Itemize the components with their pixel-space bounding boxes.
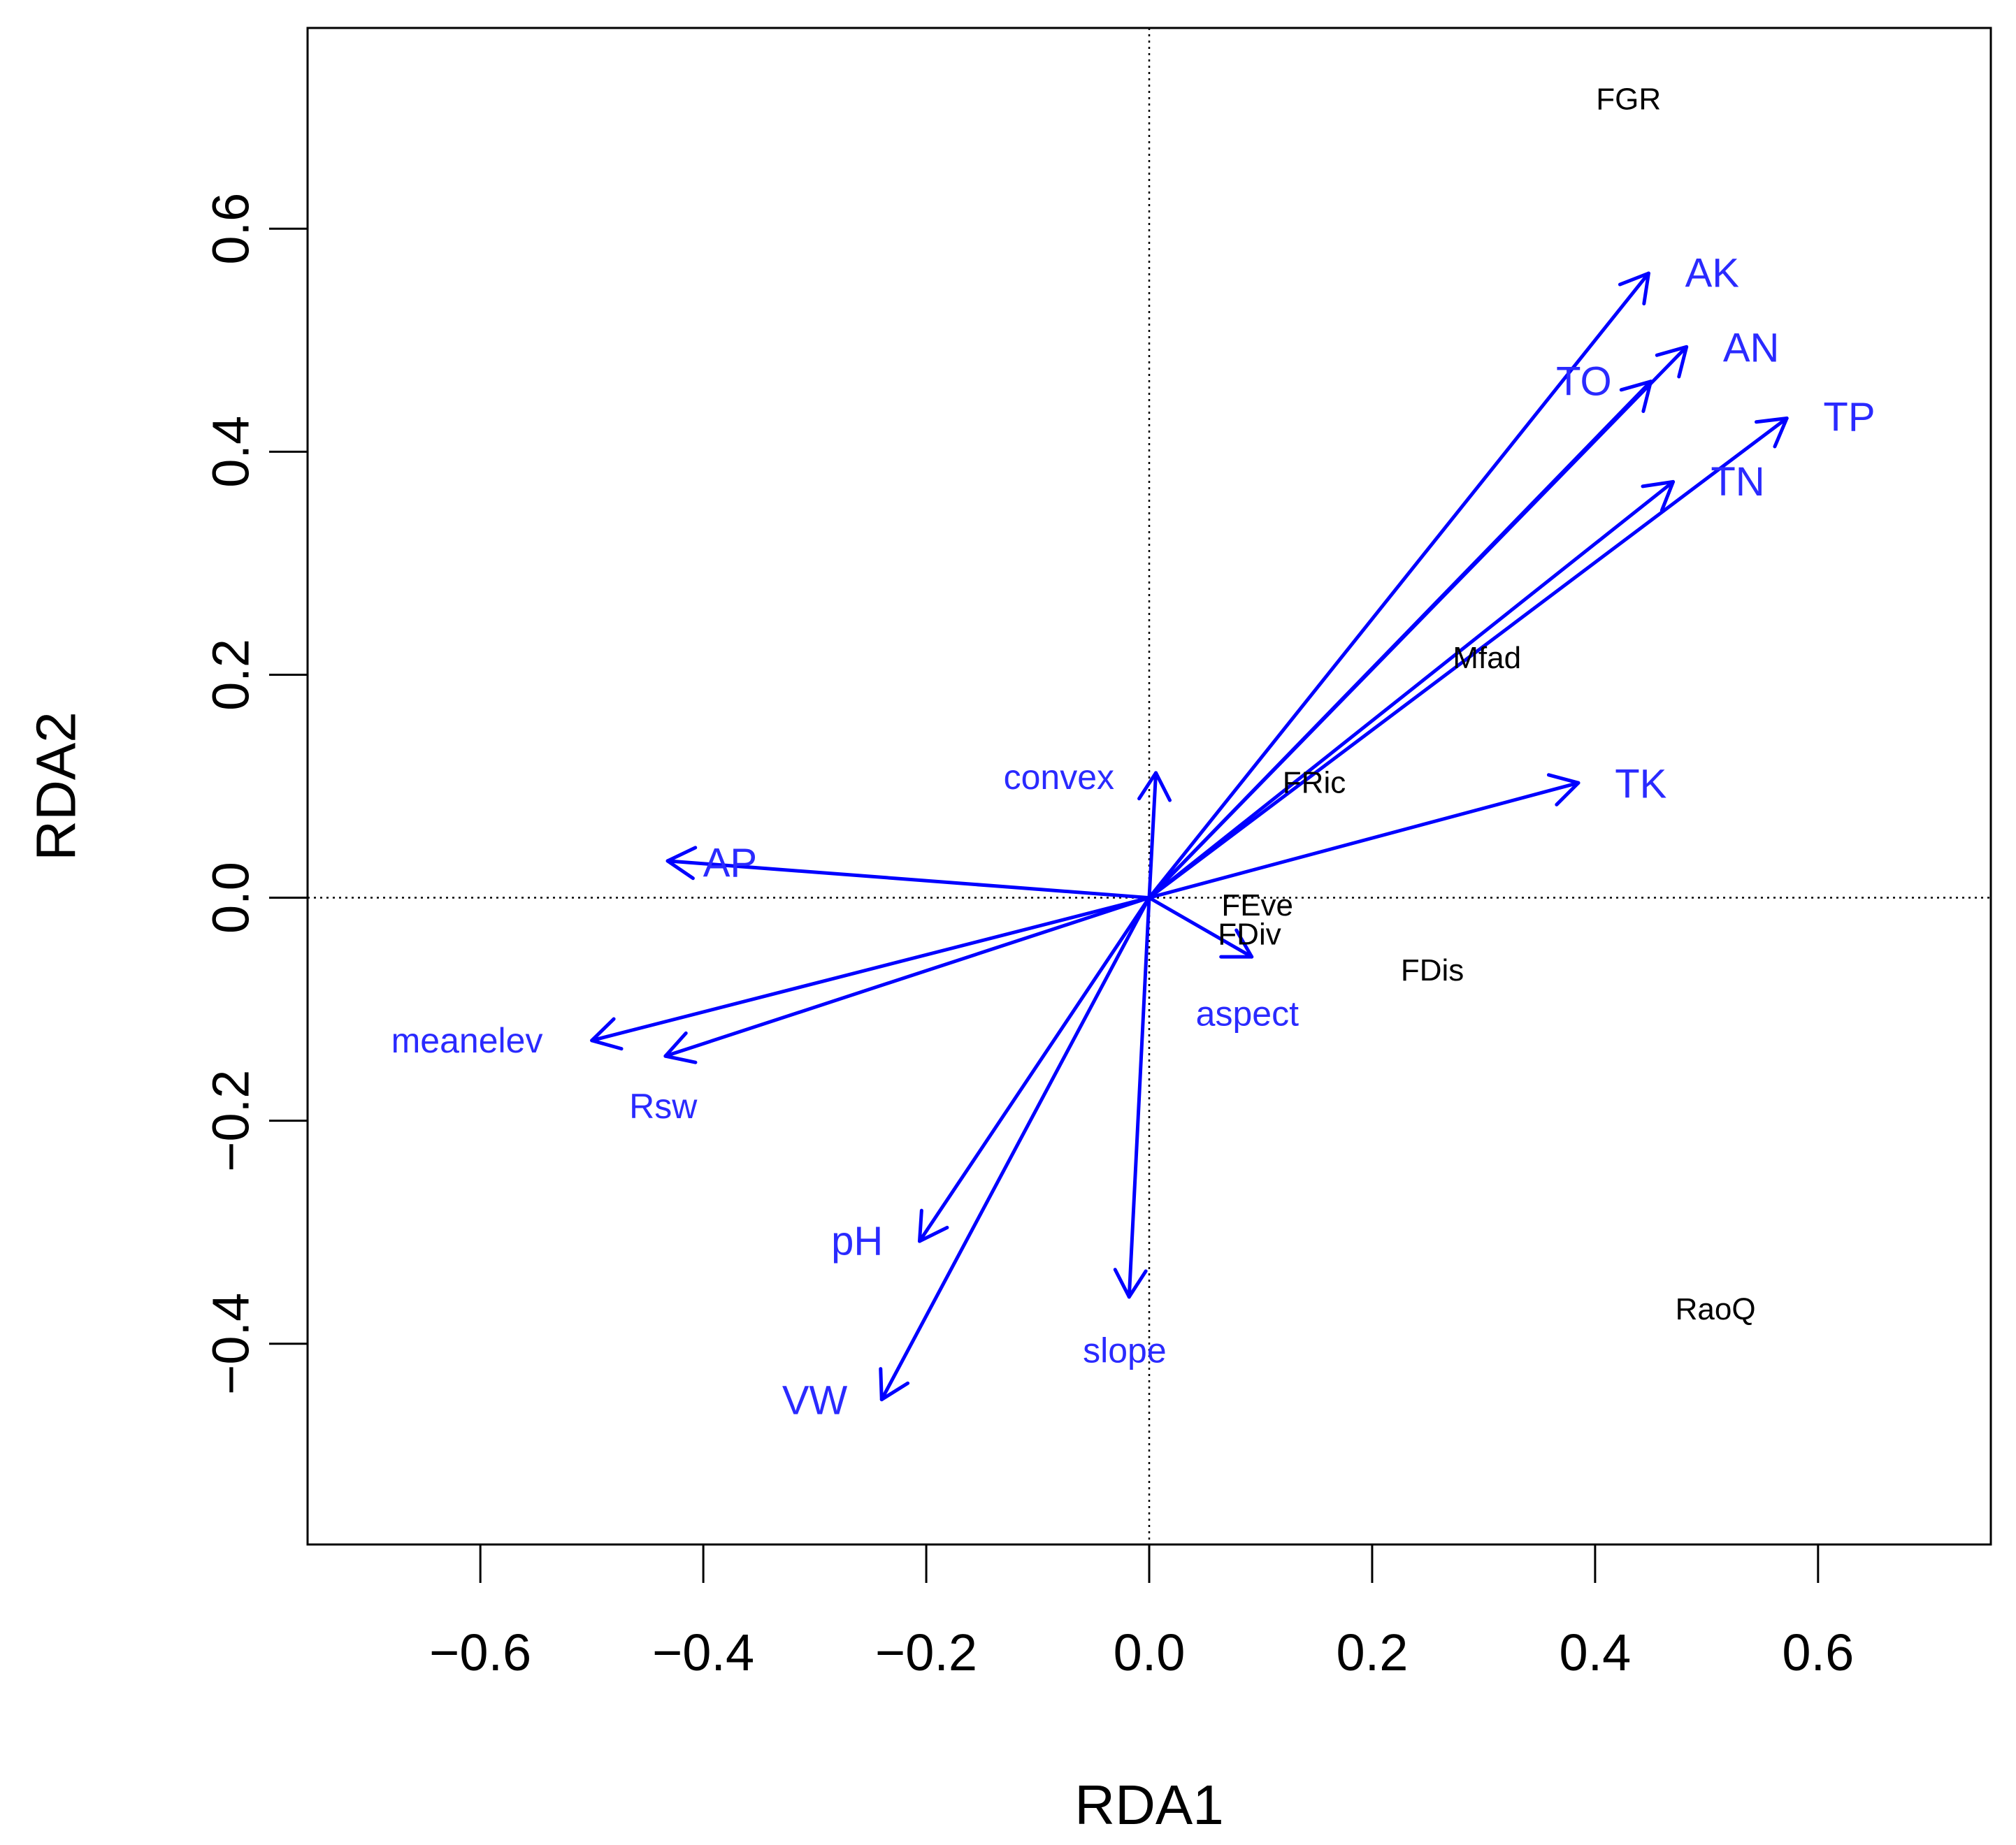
arrow-head-TK (1546, 773, 1581, 806)
reference-lines (308, 28, 1991, 1544)
species-label-Mfad: Mfad (1453, 641, 1521, 675)
x-tick-label: 0.0 (1114, 1623, 1186, 1681)
x-tick-label: 0.4 (1559, 1623, 1631, 1681)
arrow-slope: slope (1083, 896, 1167, 1370)
arrow-head-AN (1655, 345, 1689, 379)
arrow-label-AP: AP (703, 841, 757, 886)
arrow-shaft-VW (879, 896, 1151, 1402)
y-tick-label: 0.2 (202, 639, 260, 711)
x-axis: −0.6 −0.4 −0.2 0.0 0.2 0.4 0.6 (429, 1544, 1854, 1681)
x-tick-label: 0.2 (1337, 1623, 1409, 1681)
species-label-FGR: FGR (1596, 82, 1661, 117)
arrow-head-meanelev (590, 1017, 624, 1051)
species-label-FRic: FRic (1283, 766, 1346, 800)
species-label-FDis: FDis (1401, 953, 1464, 987)
arrow-shaft-AK (1147, 271, 1650, 900)
arrow-label-aspect: aspect (1196, 994, 1299, 1034)
arrow-head-Rsw (663, 1031, 698, 1064)
arrow-shaft-AP (665, 859, 1151, 900)
y-axis: −0.4 −0.2 0.0 0.2 0.4 0.6 (202, 193, 308, 1395)
arrow-TP: TP (1147, 394, 1875, 900)
arrow-label-pH: pH (831, 1219, 883, 1264)
arrow-aspect: aspect (1147, 896, 1299, 1034)
arrow-label-convex: convex (1004, 758, 1114, 797)
arrow-head-slope (1113, 1268, 1148, 1299)
species-label-RaoQ: RaoQ (1676, 1292, 1756, 1326)
arrow-shaft-TO (1147, 379, 1653, 900)
arrow-shaft-TK (1147, 781, 1581, 900)
species-label-FEve: FEve (1221, 888, 1293, 922)
arrow-shaft-TP (1147, 416, 1789, 900)
x-tick-label: −0.4 (652, 1623, 754, 1681)
arrow-shaft-convex (1147, 771, 1158, 900)
arrow-head-VW (879, 1367, 910, 1402)
arrow-head-TN (1641, 479, 1676, 512)
arrow-label-meanelev: meanelev (391, 1021, 543, 1060)
x-tick-label: −0.2 (875, 1623, 977, 1681)
arrow-shaft-slope (1127, 896, 1151, 1299)
arrow-head-aspect (1219, 928, 1254, 959)
arrow-head-pH (917, 1208, 949, 1243)
arrow-AK: AK (1147, 251, 1740, 900)
y-axis-title: RDA2 (25, 711, 87, 860)
arrow-label-VW: VW (782, 1378, 848, 1424)
arrow-head-AK (1618, 271, 1650, 306)
arrow-shaft-TN (1147, 479, 1676, 900)
plot-frame (306, 27, 1992, 1546)
y-tick-label: 0.0 (202, 862, 260, 934)
species-label-FDiv: FDiv (1218, 918, 1281, 952)
arrow-label-AK: AK (1685, 251, 1740, 296)
y-tick-label: 0.4 (202, 416, 260, 488)
arrow-head-TP (1754, 416, 1789, 449)
arrow-Rsw: Rsw (629, 896, 1151, 1126)
arrow-shaft-meanelev (590, 896, 1151, 1043)
arrow-head-convex (1137, 771, 1172, 802)
arrow-shaft-aspect (1147, 896, 1254, 959)
arrow-label-slope: slope (1083, 1331, 1167, 1370)
arrow-shaft-pH (917, 896, 1151, 1243)
y-tick-label: −0.2 (202, 1070, 260, 1172)
arrow-TN: TN (1147, 459, 1765, 900)
arrow-head-TO (1619, 379, 1653, 413)
arrow-TO: TO (1147, 359, 1653, 900)
arrow-label-TK: TK (1615, 761, 1666, 806)
arrow-pH: pH (831, 896, 1151, 1264)
x-tick-label: 0.6 (1782, 1623, 1854, 1681)
arrow-convex: convex (1004, 758, 1172, 900)
arrow-label-AN: AN (1723, 325, 1780, 370)
arrow-AP: AP (665, 841, 1151, 900)
y-tick-label: 0.6 (202, 193, 260, 265)
x-axis-title: RDA1 (1074, 1774, 1223, 1836)
arrow-label-Rsw: Rsw (629, 1087, 698, 1126)
environmental-arrows: AK AN TO TP TN TK convex AP aspect meanelev Rsw pH s… (391, 251, 1875, 1424)
arrow-shaft-Rsw (663, 896, 1151, 1058)
x-tick-label: −0.6 (429, 1623, 531, 1681)
arrow-head-AP (665, 846, 698, 881)
y-tick-label: −0.4 (202, 1293, 260, 1395)
arrow-meanelev: meanelev (391, 896, 1151, 1060)
arrow-label-TO: TO (1556, 359, 1612, 404)
arrow-label-TN: TN (1711, 459, 1764, 505)
arrow-label-TP: TP (1823, 394, 1875, 440)
arrow-VW: VW (782, 896, 1151, 1424)
arrow-TK: TK (1147, 761, 1667, 900)
